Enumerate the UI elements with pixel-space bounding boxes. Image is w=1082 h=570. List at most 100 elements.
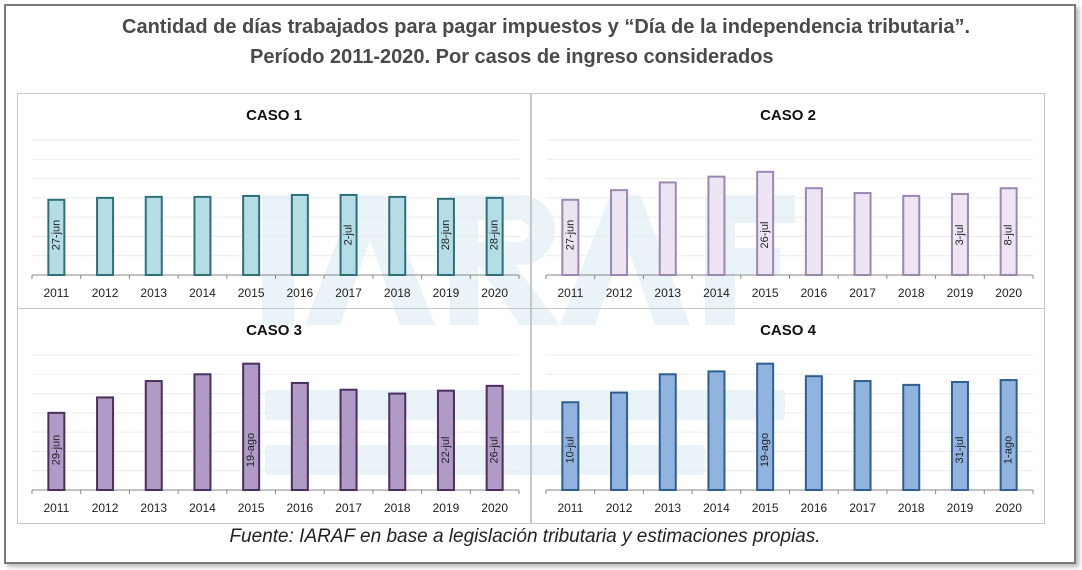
bar-2016 [290,381,309,491]
x-tick-label: 2011 [43,286,69,300]
x-tick-label: 2015 [752,286,779,300]
bar-2011 [561,198,580,276]
panel-caso-2: CASO 2 2011 27-jun 2012 2013 2014 2015 26-jul 20… [531,93,1045,309]
data-label: 27-jun [564,220,576,251]
bar-2017 [853,380,872,491]
x-tick-label: 2019 [947,286,974,300]
bar-2015 [756,362,775,491]
panel-caso-4: CASO 4 2011 10-jul 2012 2013 2014 2015 19-ago 20… [531,308,1045,524]
x-tick-label: 2012 [606,286,633,300]
x-tick-label: 2011 [43,501,69,515]
data-label: 3-jul [954,225,966,246]
bar-2020 [999,379,1018,491]
data-label: 1-ago [1003,436,1015,464]
x-tick-label: 2019 [433,501,460,515]
x-tick-label: 2019 [947,501,974,515]
x-tick-label: 2020 [481,501,508,515]
data-label: 29-jun [50,435,62,466]
panel-title: CASO 4 [760,322,817,339]
bar-2012 [610,189,629,276]
panel-title: CASO 3 [246,322,302,339]
bar-2018 [902,383,921,491]
x-tick-label: 2016 [800,501,827,515]
bar-2019 [950,193,969,276]
x-tick-label: 2017 [335,501,362,515]
x-tick-label: 2019 [433,286,460,300]
bar-2013 [144,380,163,491]
x-tick-label: 2012 [606,501,633,515]
bar-2020 [999,187,1018,276]
x-tick-label: 2018 [898,501,925,515]
x-tick-label: 2017 [335,286,362,300]
x-tick-label: 2011 [557,501,583,515]
x-tick-label: 2012 [92,286,119,300]
bar-2015 [756,170,775,276]
bar-2015 [242,362,261,491]
bar-2011 [47,198,66,276]
bar-2011 [47,411,66,491]
x-tick-label: 2017 [849,501,876,515]
bar-2019 [436,197,455,276]
x-tick-label: 2015 [238,286,265,300]
bar-2016 [290,193,309,276]
x-tick-label: 2014 [703,501,730,515]
data-label: 19-ago [245,433,257,467]
x-tick-label: 2012 [92,501,119,515]
bar-2017 [853,192,872,276]
bar-2014 [193,195,212,276]
bar-2019 [950,381,969,491]
data-label: 19-ago [759,433,771,467]
bar-2012 [96,196,115,276]
x-tick-label: 2013 [140,501,167,515]
panel-title: CASO 2 [760,107,816,124]
x-tick-label: 2018 [384,286,411,300]
bar-2014 [707,370,726,491]
x-tick-label: 2014 [189,286,216,300]
x-tick-label: 2018 [384,501,411,515]
x-tick-label: 2013 [654,501,681,515]
data-label: 22-jul [440,437,452,464]
data-label: 31-jul [954,437,966,464]
bar-2017 [339,388,358,491]
x-tick-label: 2015 [752,501,779,515]
data-label: 2-jul [343,225,355,246]
bar-2013 [658,373,677,491]
chart-svg: CASO 1 2011 27-jun 2012 2013 2014 2015 2016 2017… [31,107,520,300]
x-tick-label: 2014 [189,501,216,515]
x-tick-label: 2016 [800,286,827,300]
bar-2013 [658,181,677,276]
data-label: 26-jul [489,437,501,464]
chart-svg: CASO 3 2011 29-jun 2012 2013 2014 2015 19-ago 20… [31,322,520,515]
data-label: 8-jul [1003,225,1015,246]
panel-title: CASO 1 [246,107,302,124]
x-tick-label: 2013 [140,286,167,300]
chart-title-line-2: Período 2011-2020. Por casos de ingreso … [250,46,774,68]
bar-2018 [388,392,407,491]
bar-2012 [96,396,115,491]
x-tick-label: 2017 [849,286,876,300]
bar-2013 [144,195,163,276]
bar-2017 [339,193,358,276]
panel-caso-3: CASO 3 2011 29-jun 2012 2013 2014 2015 19-ago 20… [17,308,531,524]
x-tick-label: 2020 [995,501,1022,515]
x-tick-label: 2016 [286,286,313,300]
bar-2016 [804,375,823,491]
source-note: Fuente: IARAF en base a legislación trib… [229,526,821,547]
bar-2014 [193,373,212,491]
x-tick-label: 2020 [481,286,508,300]
x-tick-label: 2013 [654,286,681,300]
bar-2011 [561,401,580,491]
x-tick-label: 2020 [995,286,1022,300]
data-label: 28-jun [440,220,452,251]
data-label: 28-jun [489,220,501,251]
data-label: 10-jul [564,437,576,464]
data-label: 27-jun [50,220,62,251]
bar-2012 [610,391,629,491]
chart-title-line-1: Cantidad de días trabajados para pagar i… [122,16,970,38]
chart-svg: CASO 4 2011 10-jul 2012 2013 2014 2015 19-ago 20… [545,322,1034,515]
bar-2020 [485,196,504,276]
bar-2020 [485,384,504,491]
bar-2016 [804,187,823,276]
x-tick-label: 2011 [557,286,583,300]
bar-2015 [242,194,261,276]
